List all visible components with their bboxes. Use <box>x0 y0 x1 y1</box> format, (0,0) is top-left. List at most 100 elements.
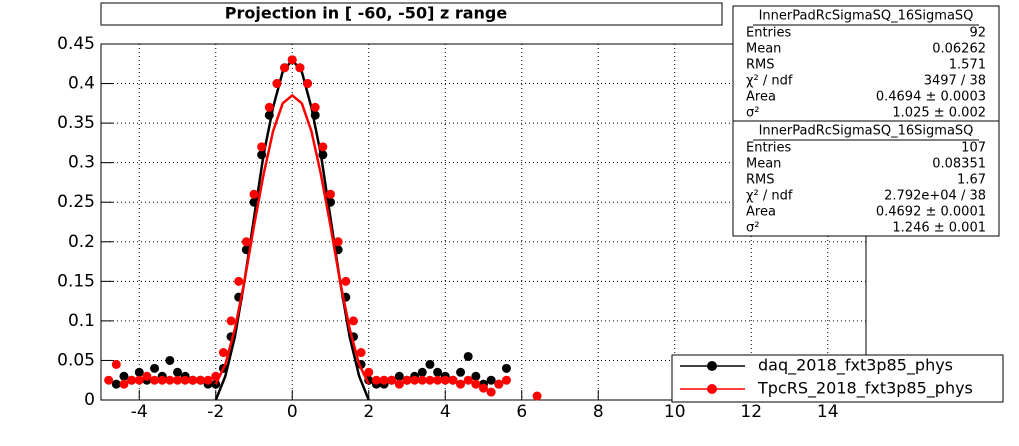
x-tick-label: -2 <box>207 402 224 422</box>
data-point <box>479 383 488 393</box>
x-tick-label: 10 <box>664 402 686 422</box>
stats-label: Entries <box>746 141 792 156</box>
stats-label: RMS <box>746 173 775 188</box>
data-point <box>341 276 351 286</box>
x-tick-label: 0 <box>287 402 298 422</box>
stats-value: 3497 / 38 <box>924 74 986 89</box>
y-tick-label: 0.35 <box>57 113 95 133</box>
data-point <box>150 375 160 385</box>
data-point <box>234 276 244 286</box>
stats-label: Mean <box>746 157 781 172</box>
data-point <box>257 142 267 152</box>
data-point <box>501 375 511 385</box>
stats-label: Entries <box>746 26 792 41</box>
y-tick-label: 0.15 <box>57 271 95 291</box>
legend-marker <box>707 384 717 394</box>
y-tick-label: 0.45 <box>57 34 95 54</box>
data-point <box>218 348 228 358</box>
legend-label: daq_2018_fxt3p85_phys <box>758 356 953 376</box>
data-point <box>287 55 297 65</box>
data-point <box>387 375 397 385</box>
data-point <box>249 189 259 199</box>
y-tick-label: 0.05 <box>57 350 95 370</box>
stats-label: Area <box>746 205 776 220</box>
stats-label: σ² <box>746 106 759 121</box>
stats-value: 0.4694 ± 0.0003 <box>876 90 986 105</box>
data-point <box>471 371 481 381</box>
data-point <box>494 379 504 389</box>
y-tick-label: 0.1 <box>68 311 95 331</box>
data-point <box>195 375 205 385</box>
data-point <box>433 375 443 385</box>
data-point <box>173 375 182 385</box>
x-tick-label: 2 <box>363 402 374 422</box>
data-point <box>486 387 496 397</box>
data-point <box>440 375 450 385</box>
data-point <box>165 375 175 385</box>
stats-value: 0.06262 <box>932 42 986 57</box>
y-tick-label: 0.3 <box>68 153 95 173</box>
data-point <box>463 351 473 361</box>
data-point <box>157 375 167 385</box>
data-point <box>104 375 114 385</box>
data-point <box>119 371 129 381</box>
data-point <box>417 367 427 377</box>
stats-value: 2.792e+04 / 38 <box>884 189 986 204</box>
data-point <box>264 102 274 112</box>
stats-label: Mean <box>746 42 781 57</box>
stats-label: Area <box>746 90 776 105</box>
data-point <box>379 375 389 385</box>
data-point <box>188 375 198 385</box>
data-point <box>456 367 466 377</box>
stats-label: RMS <box>746 58 775 73</box>
data-point <box>119 379 129 389</box>
data-point <box>402 375 412 385</box>
data-point <box>486 375 496 385</box>
data-point <box>394 371 404 381</box>
stats-value: 1.571 <box>949 58 986 73</box>
data-point <box>326 189 335 199</box>
x-tick-label: 4 <box>440 402 451 422</box>
y-tick-label: 0.25 <box>57 192 95 212</box>
data-point <box>463 375 473 385</box>
data-point <box>280 63 290 73</box>
title-box <box>100 2 723 26</box>
y-tick-label: 0 <box>84 390 95 410</box>
data-point <box>142 371 152 381</box>
data-point <box>425 375 435 385</box>
stats-value: 92 <box>969 26 986 41</box>
data-point <box>394 379 404 389</box>
stats-label: χ² / ndf <box>746 189 793 204</box>
stats-value: 1.67 <box>957 173 986 188</box>
data-point <box>111 379 121 389</box>
x-tick-label: 12 <box>740 402 762 422</box>
data-point <box>448 375 458 385</box>
fit-curve <box>214 93 370 385</box>
data-point <box>456 379 466 389</box>
data-point <box>471 379 481 389</box>
data-point <box>303 79 313 89</box>
data-point <box>318 142 328 152</box>
x-tick-label: 6 <box>516 402 527 422</box>
data-point <box>356 348 366 358</box>
data-point <box>134 367 144 377</box>
stats-value: 0.08351 <box>932 157 986 172</box>
data-point <box>241 237 251 247</box>
data-point <box>501 363 511 373</box>
data-point <box>532 391 542 401</box>
data-point <box>310 102 320 112</box>
stats-value: 107 <box>961 141 986 156</box>
x-tick-label: 14 <box>817 402 839 422</box>
y-tick-label: 0.2 <box>68 232 95 252</box>
data-point <box>173 367 182 377</box>
data-point <box>410 375 420 385</box>
stats-value: 1.025 ± 0.002 <box>892 106 986 121</box>
stats-label: χ² / ndf <box>746 74 793 89</box>
data-point <box>371 375 381 385</box>
x-tick-label: -4 <box>131 402 148 422</box>
data-point <box>134 375 144 385</box>
chart-title: Projection in [ -60, -50] z range <box>225 4 508 23</box>
data-point <box>348 316 358 326</box>
legend-marker <box>707 361 717 371</box>
